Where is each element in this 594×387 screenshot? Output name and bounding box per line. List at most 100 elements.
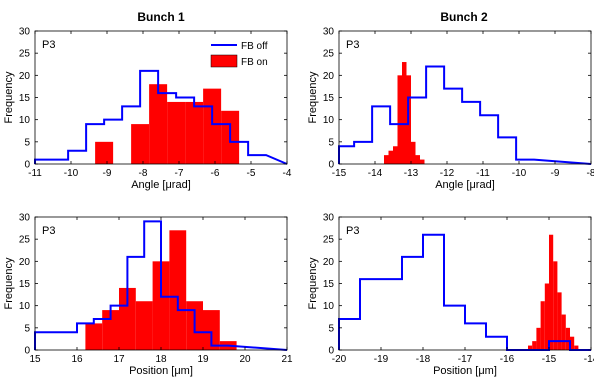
histogram-bar-fb-on: [393, 146, 398, 164]
histogram-bar-fb-on: [420, 159, 425, 164]
histogram-bar-fb-on: [203, 88, 222, 164]
histogram-line-fb-off: [34, 220, 288, 351]
y-tick-label: 5: [328, 323, 334, 334]
y-tick-label: 0: [328, 160, 334, 171]
y-tick-label: 5: [24, 137, 30, 148]
y-tick-label: 30: [19, 213, 31, 224]
panel-label: P3: [346, 39, 359, 51]
y-tick-label: 15: [323, 279, 335, 290]
y-tick-label: 25: [19, 49, 31, 60]
histogram-bar-fb-on: [553, 261, 558, 350]
x-tick-label: -15: [332, 168, 347, 179]
column-title-bunch-2: Bunch 2: [440, 10, 488, 24]
histogram-bar-fb-on: [95, 141, 114, 164]
histogram-bar-fb-on: [152, 261, 170, 350]
y-tick-label: 20: [323, 71, 335, 82]
x-tick-label: -14: [368, 168, 383, 179]
x-tick-label: 17: [113, 354, 125, 365]
y-tick-label: 10: [323, 115, 335, 126]
panel-label: P3: [42, 225, 55, 237]
x-tick-label: -20: [332, 354, 347, 365]
y-axis-label: Frequency: [3, 71, 15, 123]
y-tick-label: 5: [24, 323, 30, 334]
x-tick-label: -10: [64, 168, 79, 179]
histogram-bar-fb-on: [565, 327, 570, 350]
x-tick-label: -17: [458, 354, 473, 365]
y-tick-label: 15: [19, 93, 31, 104]
histogram-bar-fb-on: [570, 336, 575, 350]
panel-label: P3: [346, 225, 359, 237]
histogram-bar-fb-on: [185, 101, 204, 164]
y-tick-label: 15: [19, 279, 31, 290]
y-axis-label: Frequency: [3, 257, 15, 309]
x-tick-label: -18: [416, 354, 431, 365]
x-tick-label: -13: [404, 168, 419, 179]
histogram-bar-fb-on: [561, 314, 566, 350]
histogram-bar-fb-on: [388, 150, 393, 164]
histogram-bar-fb-on: [167, 101, 186, 164]
x-axis-label: Angle [μrad]: [131, 179, 191, 191]
y-tick-label: 20: [19, 257, 31, 268]
y-tick-label: 15: [323, 93, 335, 104]
x-tick-label: -8: [139, 168, 148, 179]
histogram-bar-fb-on: [574, 345, 579, 350]
histogram-bar-fb-on: [402, 62, 407, 164]
x-tick-label: 20: [239, 354, 251, 365]
histogram-bar-fb-on: [203, 310, 220, 350]
x-tick-label: -9: [103, 168, 112, 179]
y-tick-label: 0: [328, 346, 334, 357]
x-tick-label: -6: [211, 168, 220, 179]
histogram-bar-fb-on: [557, 292, 562, 350]
x-tick-label: -4: [283, 168, 292, 179]
x-tick-label: -11: [28, 168, 42, 179]
x-axis-label: Position [μm]: [129, 365, 193, 377]
y-tick-label: 10: [19, 301, 31, 312]
x-tick-label: 18: [155, 354, 167, 365]
histogram-bar-fb-on: [415, 155, 420, 164]
histogram-bar-fb-on: [85, 323, 103, 350]
histogram-bar-fb-on: [540, 301, 545, 350]
y-tick-label: 25: [323, 235, 335, 246]
histogram-bar-fb-on: [536, 327, 541, 350]
y-tick-label: 25: [19, 235, 31, 246]
y-tick-label: 0: [24, 346, 30, 357]
x-axis-label: Position [μm]: [433, 365, 497, 377]
y-axis-label: Frequency: [307, 71, 319, 123]
x-tick-label: -15: [542, 354, 557, 365]
histogram-bar-fb-on: [532, 341, 537, 350]
histogram-bar-fb-on: [119, 287, 136, 350]
y-tick-label: 0: [24, 160, 30, 171]
histogram-bar-fb-on: [397, 75, 402, 164]
x-tick-label: 15: [29, 354, 41, 365]
y-axis-label: Frequency: [307, 257, 319, 309]
x-tick-label: -8: [587, 168, 594, 179]
panel-bunch1-position: 15 16 17 18 19 20 21 0 5 10 15 20 25 30 Position [μm] F…: [3, 213, 293, 378]
panel-bunch2-angle: -15 -14 -13 -12 -11 -10 -9 -8 0 5 10 15 20 25 30 Angle …: [307, 27, 594, 192]
histogram-line-fb-off: [338, 65, 592, 165]
panel-label: P3: [42, 39, 55, 51]
column-title-bunch-1: Bunch 1: [137, 10, 185, 24]
y-tick-label: 10: [19, 115, 31, 126]
histogram-line-fb-off: [338, 233, 591, 351]
legend-label-fb-off: FB off: [241, 41, 268, 52]
histogram-bar-fb-on: [149, 84, 168, 164]
x-tick-label: 21: [281, 354, 293, 365]
histogram-bar-fb-on: [131, 124, 150, 164]
y-tick-label: 30: [323, 27, 335, 38]
y-tick-label: 10: [323, 301, 335, 312]
x-axis-label: Angle [μrad]: [435, 179, 495, 191]
y-tick-label: 20: [19, 71, 31, 82]
histogram-bar-fb-on: [528, 345, 533, 350]
histogram-bar-fb-on: [135, 301, 153, 350]
x-tick-label: 19: [197, 354, 209, 365]
legend-label-fb-on: FB on: [241, 57, 268, 68]
y-tick-label: 30: [323, 213, 335, 224]
histogram-bar-fb-on: [544, 283, 549, 350]
x-tick-label: -7: [175, 168, 184, 179]
x-tick-label: -14: [584, 354, 594, 365]
x-tick-label: -19: [374, 354, 389, 365]
histogram-bar-fb-on: [102, 310, 119, 350]
histogram-line-fb-off: [34, 69, 288, 165]
x-tick-label: -12: [440, 168, 455, 179]
